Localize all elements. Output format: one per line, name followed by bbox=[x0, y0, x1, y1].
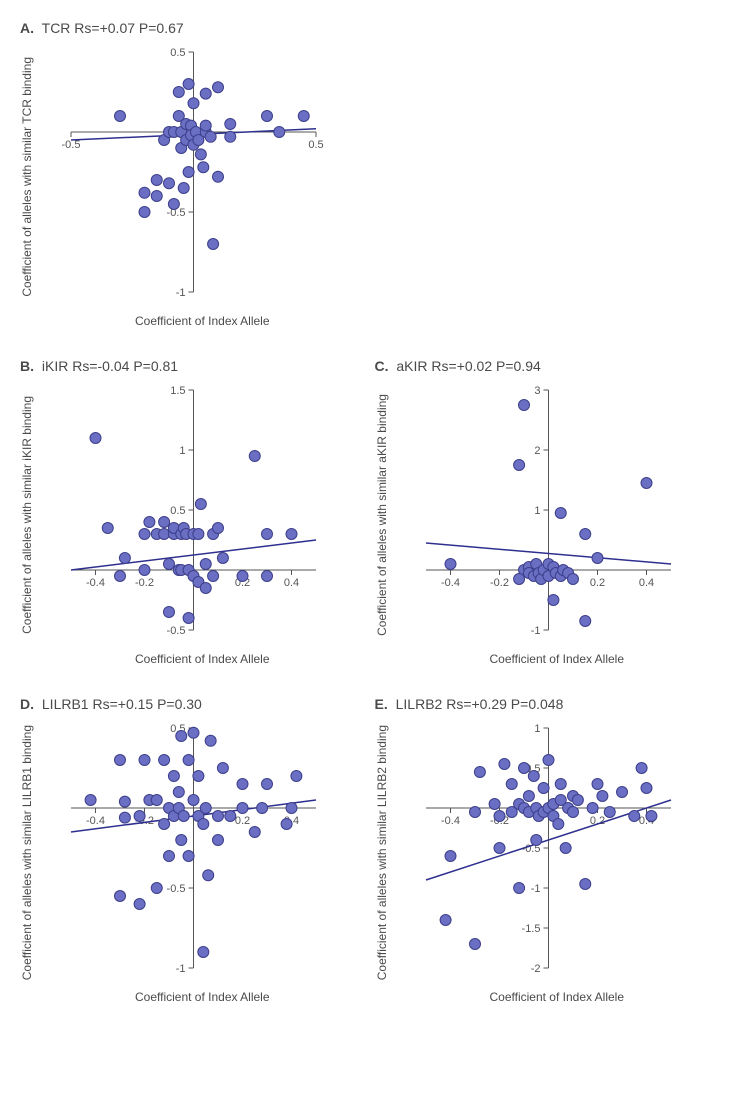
panel-c: C. aKIR Rs=+0.02 P=0.94 Coefficient of a… bbox=[375, 358, 720, 666]
chart-c: -0.4 -0.2 0.2 0.4 -1 1 2 3 bbox=[391, 380, 681, 650]
svg-text:1.5: 1.5 bbox=[170, 385, 185, 397]
ylabel-a: Coefficient of alleles with similar TCR … bbox=[20, 57, 34, 297]
xlabel-d: Coefficient of Index Allele bbox=[40, 990, 365, 1004]
panel-letter: A. bbox=[20, 20, 34, 36]
svg-text:2: 2 bbox=[534, 445, 540, 457]
svg-text:0.4: 0.4 bbox=[638, 577, 653, 589]
panel-stats: LILRB1 Rs=+0.15 P=0.30 bbox=[42, 696, 202, 712]
panel-e-title: E. LILRB2 Rs=+0.29 P=0.048 bbox=[375, 696, 720, 712]
svg-text:1: 1 bbox=[534, 505, 540, 517]
chart-wrap-b: Coefficient of alleles with similar iKIR… bbox=[20, 380, 365, 650]
xlabel-a: Coefficient of Index Allele bbox=[40, 314, 365, 328]
panel-c-title: C. aKIR Rs=+0.02 P=0.94 bbox=[375, 358, 720, 374]
xlabel-b: Coefficient of Index Allele bbox=[40, 652, 365, 666]
ylabel-b: Coefficient of alleles with similar iKIR… bbox=[20, 396, 34, 634]
svg-text:0.5: 0.5 bbox=[170, 505, 185, 517]
panel-letter: D. bbox=[20, 696, 34, 712]
svg-text:-0.4: -0.4 bbox=[441, 815, 460, 827]
panel-a: A. TCR Rs=+0.07 P=0.67 Coefficient of al… bbox=[20, 20, 365, 328]
chart-b: -0.4-0.20.20.4-0.50.511.5 bbox=[36, 380, 326, 650]
svg-text:3: 3 bbox=[534, 385, 540, 397]
panel-d: D. LILRB1 Rs=+0.15 P=0.30 Coefficient of… bbox=[20, 696, 365, 1004]
svg-text:0.5: 0.5 bbox=[170, 47, 185, 59]
svg-text:0.5: 0.5 bbox=[308, 139, 323, 151]
chart-d: -0.4-0.20.20.4-1-0.50.5 bbox=[36, 718, 326, 988]
panel-stats: aKIR Rs=+0.02 P=0.94 bbox=[396, 358, 540, 374]
chart-wrap-c: Coefficient of alleles with similar aKIR… bbox=[375, 380, 720, 650]
panel-a-title: A. TCR Rs=+0.07 P=0.67 bbox=[20, 20, 365, 36]
panel-stats: TCR Rs=+0.07 P=0.67 bbox=[42, 20, 184, 36]
svg-text:-0.4: -0.4 bbox=[86, 815, 105, 827]
ylabel-c: Coefficient of alleles with similar aKIR… bbox=[375, 394, 389, 636]
xlabel-e: Coefficient of Index Allele bbox=[395, 990, 720, 1004]
svg-text:-0.5: -0.5 bbox=[167, 883, 186, 895]
svg-text:1: 1 bbox=[534, 723, 540, 735]
svg-text:-0.2: -0.2 bbox=[490, 577, 509, 589]
ylabel-d: Coefficient of alleles with similar LILR… bbox=[20, 725, 34, 980]
chart-wrap-a: Coefficient of alleles with similar TCR … bbox=[20, 42, 365, 312]
svg-text:0.2: 0.2 bbox=[235, 815, 250, 827]
panel-stats: LILRB2 Rs=+0.29 P=0.048 bbox=[396, 696, 564, 712]
svg-text:-1: -1 bbox=[530, 625, 540, 637]
chart-wrap-d: Coefficient of alleles with similar LILR… bbox=[20, 718, 365, 988]
panel-d-title: D. LILRB1 Rs=+0.15 P=0.30 bbox=[20, 696, 365, 712]
svg-text:-0.5: -0.5 bbox=[167, 625, 186, 637]
xlabel-c: Coefficient of Index Allele bbox=[395, 652, 720, 666]
panel-letter: C. bbox=[375, 358, 389, 374]
svg-text:-1: -1 bbox=[176, 963, 186, 975]
ylabel-e: Coefficient of alleles with similar LILR… bbox=[375, 725, 389, 980]
chart-a: -0.50.5-1-0.50.5 bbox=[36, 42, 326, 312]
svg-text:-0.5: -0.5 bbox=[62, 139, 81, 151]
panel-letter: B. bbox=[20, 358, 34, 374]
panel-b-title: B. iKIR Rs=-0.04 P=0.81 bbox=[20, 358, 365, 374]
panel-letter: E. bbox=[375, 696, 388, 712]
chart-wrap-e: Coefficient of alleles with similar LILR… bbox=[375, 718, 720, 988]
svg-text:-0.4: -0.4 bbox=[86, 577, 105, 589]
svg-text:1: 1 bbox=[179, 445, 185, 457]
panel-b: B. iKIR Rs=-0.04 P=0.81 Coefficient of a… bbox=[20, 358, 365, 666]
chart-e: -0.4-0.20.20.4-2-1.5-1-0.50.51 bbox=[391, 718, 681, 988]
panel-e: E. LILRB2 Rs=+0.29 P=0.048 Coefficient o… bbox=[375, 696, 720, 1004]
svg-text:-1: -1 bbox=[530, 883, 540, 895]
panel-stats: iKIR Rs=-0.04 P=0.81 bbox=[42, 358, 178, 374]
svg-text:-0.2: -0.2 bbox=[135, 577, 154, 589]
svg-text:-1.5: -1.5 bbox=[521, 923, 540, 935]
svg-text:-1: -1 bbox=[176, 287, 186, 299]
svg-text:0.4: 0.4 bbox=[284, 577, 299, 589]
svg-text:0.2: 0.2 bbox=[589, 577, 604, 589]
svg-text:-2: -2 bbox=[530, 963, 540, 975]
svg-text:-0.4: -0.4 bbox=[441, 577, 460, 589]
